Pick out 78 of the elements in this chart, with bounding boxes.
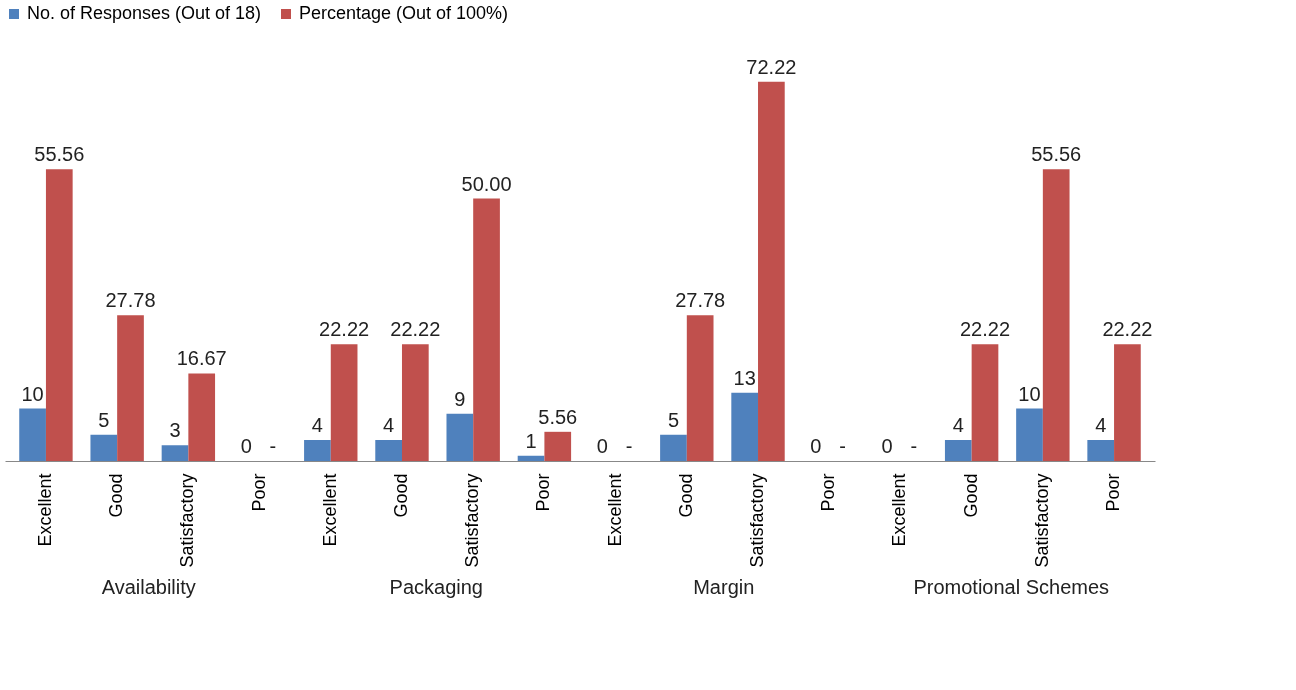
bar [375, 440, 402, 461]
legend-label: Percentage (Out of 100%) [299, 3, 509, 23]
data-label: 27.78 [105, 289, 156, 312]
data-label: 4 [1095, 414, 1107, 436]
bar [330, 344, 358, 461]
x-tick-label: Good [960, 473, 981, 518]
data-label: 3 [169, 419, 181, 442]
data-label: 9 [454, 387, 466, 410]
data-label: 22.22 [1102, 318, 1153, 341]
x-tick-label: Good [675, 473, 696, 518]
bar [660, 434, 687, 461]
x-tick-label: Excellent [889, 473, 910, 547]
data-label: 22.22 [319, 318, 370, 341]
data-label: 0 [810, 435, 822, 457]
data-label: 4 [311, 414, 323, 436]
bar [117, 315, 144, 461]
bar [188, 373, 216, 461]
bar [944, 440, 972, 461]
data-label: 10 [21, 382, 44, 405]
data-label: 0 [596, 435, 608, 457]
bar [758, 81, 785, 461]
x-tick-label: Poor [1103, 473, 1124, 512]
data-label: 72.22 [746, 55, 797, 78]
text: Packaging [389, 576, 483, 598]
data-label: 5 [667, 408, 680, 431]
data-label: 22.22 [390, 318, 441, 341]
data-label: 50.00 [461, 172, 512, 195]
bar [544, 431, 572, 461]
bar [1087, 440, 1115, 461]
bar [90, 434, 118, 461]
data-label: 1 [525, 429, 537, 452]
legend-label: No. of Responses (Out of 18) [27, 3, 262, 23]
data-label: - [910, 435, 918, 457]
bar [473, 198, 500, 461]
data-label: 0 [240, 435, 252, 457]
x-tick-label: Good [390, 473, 411, 518]
data-label: 4 [383, 414, 395, 436]
data-label: 4 [952, 414, 964, 436]
data-label: 10 [1018, 382, 1041, 405]
x-tick-label: Satisfactory [1031, 473, 1052, 568]
bar [1042, 169, 1070, 461]
data-label: 16.67 [176, 347, 227, 370]
data-label: - [269, 435, 277, 457]
bar [161, 445, 189, 461]
data-label: 55.56 [1031, 143, 1082, 166]
data-label: 0 [881, 435, 893, 457]
data-label: - [625, 435, 633, 457]
bar [1016, 408, 1043, 461]
bar [304, 440, 331, 461]
x-tick-label: Poor [818, 473, 839, 512]
bar [19, 408, 46, 461]
bar [446, 413, 474, 461]
bar [971, 344, 999, 461]
x-tick-label: Good [106, 473, 127, 518]
text: Availability [101, 576, 196, 598]
bar [517, 455, 545, 461]
x-tick-label: Poor [248, 473, 269, 512]
data-label: 27.78 [675, 289, 726, 312]
data-label: 5 [98, 408, 110, 431]
data-label: 5.56 [538, 405, 578, 428]
bar [731, 392, 759, 461]
x-tick-label: Poor [533, 473, 554, 512]
text: Margin [693, 576, 755, 598]
data-label: 55.56 [34, 143, 85, 166]
data-label: - [839, 435, 846, 457]
x-tick-label: Excellent [34, 473, 55, 547]
bar [45, 169, 73, 461]
bar [1114, 344, 1141, 461]
x-tick-label: Satisfactory [462, 473, 483, 568]
data-label: 13 [733, 366, 756, 389]
bar [401, 344, 429, 461]
x-tick-label: Satisfactory [177, 473, 198, 568]
x-tick-label: Excellent [604, 473, 625, 547]
x-tick-label: Satisfactory [747, 473, 768, 568]
data-label: 22.22 [959, 318, 1011, 341]
x-tick-label: Excellent [319, 473, 340, 547]
text: Promotional Schemes [913, 576, 1110, 598]
bar [686, 315, 714, 461]
